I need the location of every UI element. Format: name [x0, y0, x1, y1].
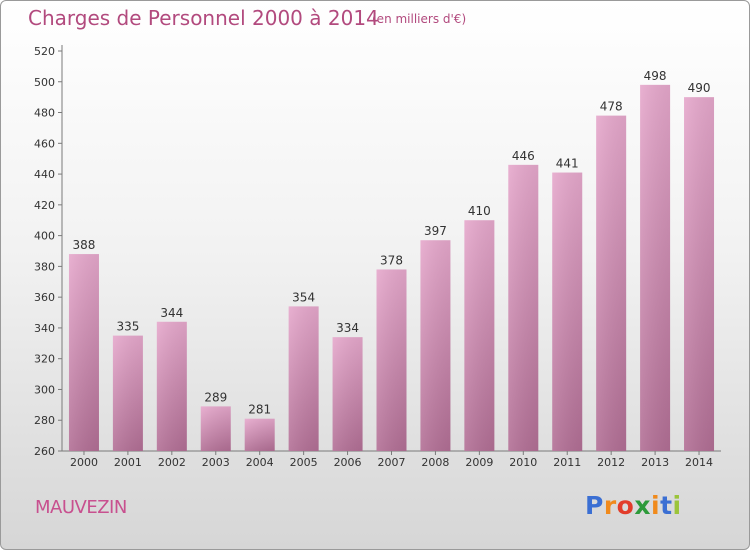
chart-subtitle: (en milliers d'€) — [372, 12, 467, 26]
proxiti-logo: Proxiti — [585, 491, 682, 520]
y-tick-label: 440 — [34, 168, 55, 181]
commune-name: MAUVEZIN — [35, 497, 127, 518]
y-tick-label: 320 — [34, 353, 55, 366]
logo-letter: o — [616, 491, 635, 520]
data-label: 281 — [248, 403, 271, 417]
y-tick-label: 520 — [34, 45, 55, 58]
data-label: 446 — [512, 149, 535, 163]
logo-letter: x — [634, 491, 651, 520]
x-tick-label: 2009 — [465, 456, 493, 469]
bar-shade — [640, 84, 671, 451]
data-label: 289 — [204, 390, 227, 404]
y-tick-label: 420 — [34, 199, 55, 212]
bar-shade — [596, 115, 627, 451]
x-tick-label: 2013 — [641, 456, 669, 469]
y-tick-label: 380 — [34, 260, 55, 273]
x-tick-label: 2008 — [421, 456, 449, 469]
data-label: 388 — [73, 238, 96, 252]
x-tick-label: 2007 — [378, 456, 406, 469]
bar-shade — [464, 220, 495, 451]
bar-shade — [68, 254, 99, 451]
data-label: 334 — [336, 321, 359, 335]
x-tick-label: 2000 — [70, 456, 98, 469]
data-label: 478 — [600, 100, 623, 114]
data-label: 410 — [468, 204, 491, 218]
bar-shade — [684, 97, 715, 452]
y-tick-label: 500 — [34, 76, 55, 89]
y-tick-label: 360 — [34, 291, 55, 304]
y-tick-label: 300 — [34, 383, 55, 396]
bar-shade — [332, 337, 363, 451]
x-tick-label: 2003 — [202, 456, 230, 469]
data-label: 344 — [160, 306, 183, 320]
bar-shade — [508, 164, 539, 451]
x-tick-label: 2002 — [158, 456, 186, 469]
y-tick-label: 460 — [34, 137, 55, 150]
bar-shade — [552, 172, 583, 452]
chart-title: Charges de Personnel 2000 à 2014 — [28, 6, 379, 30]
x-tick-label: 2012 — [597, 456, 625, 469]
bar-shade — [156, 321, 187, 451]
logo-letter: i — [672, 491, 682, 520]
x-tick-label: 2005 — [290, 456, 318, 469]
bar-shade — [244, 418, 275, 451]
x-tick-label: 2001 — [114, 456, 142, 469]
data-label: 490 — [688, 81, 711, 95]
data-label: 397 — [424, 224, 447, 238]
data-label: 354 — [292, 290, 315, 304]
x-tick-label: 2006 — [334, 456, 362, 469]
bar-shade — [420, 240, 451, 451]
logo-letter: t — [660, 491, 673, 520]
x-tick-label: 2004 — [246, 456, 274, 469]
bar-shade — [112, 335, 143, 451]
x-tick-label: 2011 — [553, 456, 581, 469]
logo-letter: r — [603, 491, 617, 520]
x-tick-label: 2014 — [685, 456, 713, 469]
bar-shade — [288, 306, 319, 451]
y-tick-label: 400 — [34, 230, 55, 243]
data-label: 378 — [380, 253, 403, 267]
data-label: 441 — [556, 157, 579, 171]
data-label: 498 — [644, 69, 667, 83]
logo-letter: P — [585, 491, 604, 520]
y-tick-label: 280 — [34, 414, 55, 427]
data-label: 335 — [116, 320, 139, 334]
y-tick-label: 480 — [34, 107, 55, 120]
logo-letter: i — [651, 491, 661, 520]
x-tick-label: 2010 — [509, 456, 537, 469]
bar-shade — [200, 406, 231, 451]
bar-shade — [376, 269, 407, 451]
y-tick-label: 260 — [34, 445, 55, 458]
y-tick-label: 340 — [34, 322, 55, 335]
